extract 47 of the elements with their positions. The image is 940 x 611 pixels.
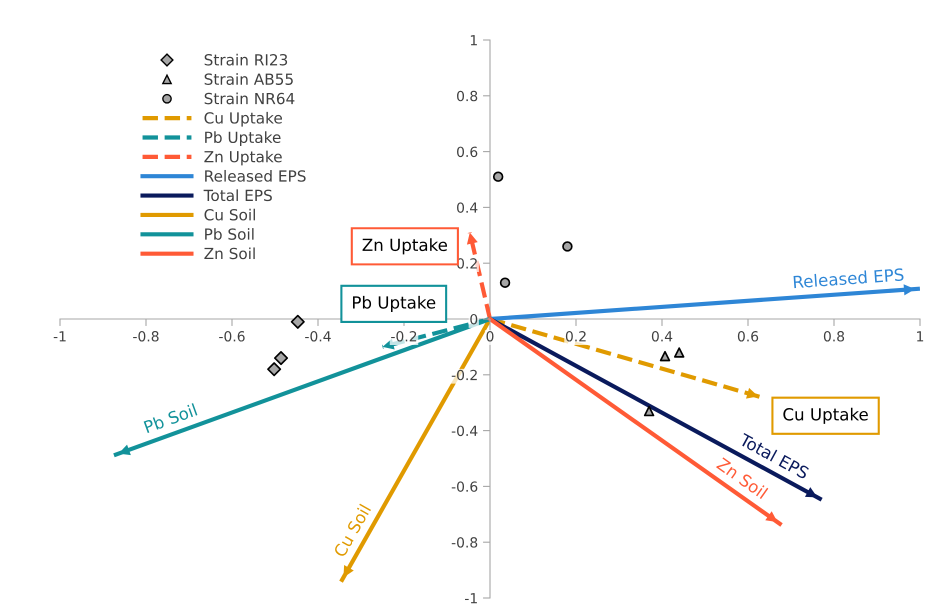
legend-label: Strain AB55 — [204, 73, 293, 85]
y-tick-label: 0.8 — [457, 90, 478, 102]
y-tick-label: 0.4 — [457, 202, 478, 213]
point — [267, 362, 282, 376]
x-tick-label: -1 — [54, 331, 66, 342]
annotation: Pb Uptake — [353, 296, 436, 312]
point — [674, 347, 684, 358]
y-tick-label: -0.4 — [452, 426, 478, 436]
y-tick-label: -0.8 — [452, 537, 478, 548]
legend-label: Total EPS — [204, 189, 272, 202]
point — [644, 406, 654, 416]
legend-label: Strain RI23 — [204, 54, 288, 66]
legend-label: Zn Soil — [204, 247, 255, 260]
legend-label: Strain NR64 — [204, 92, 294, 104]
y-tick-label: 1 — [470, 35, 477, 46]
legend-label: Pb Soil — [205, 228, 254, 240]
point — [500, 278, 510, 288]
x-tick-label: -0.8 — [133, 331, 159, 342]
x-tick-label: 0.2 — [566, 331, 586, 342]
x-tick-label: 0.6 — [738, 331, 758, 342]
point — [290, 314, 305, 329]
x-tick-label: 0.8 — [824, 331, 844, 342]
legend-label: Pb Uptake — [205, 131, 281, 146]
point — [274, 351, 288, 366]
y-tick-label: -0.6 — [452, 481, 478, 492]
legend-label: Cu Uptake — [204, 112, 282, 127]
x-tick-label: 0 — [486, 331, 494, 342]
y-tick-label: 0.6 — [457, 146, 478, 158]
point — [492, 171, 504, 182]
annotation: Pb Soil — [143, 403, 198, 434]
legend-label: Cu Soil — [204, 208, 255, 221]
legend-label: Released EPS — [205, 170, 306, 182]
x-tick-label: -0.4 — [305, 331, 331, 342]
x-tick-label: 1 — [917, 331, 924, 342]
annotation: Cu Uptake — [783, 408, 868, 424]
x-tick-label: -0.2 — [391, 331, 416, 342]
annotation: Cu Soil — [332, 504, 372, 558]
legend-label: Zn Uptake — [204, 150, 282, 166]
point — [660, 350, 670, 362]
y-tick-label: -1 — [465, 593, 477, 604]
x-tick-label: 0.4 — [652, 331, 672, 342]
annotation: Zn Uptake — [362, 238, 448, 254]
y-tick-label: 0 — [470, 314, 478, 324]
x-tick-label: -0.6 — [219, 331, 245, 342]
y-tick-label: -0.2 — [452, 370, 477, 380]
annotation: Released EPS — [794, 268, 904, 288]
point — [562, 241, 573, 252]
